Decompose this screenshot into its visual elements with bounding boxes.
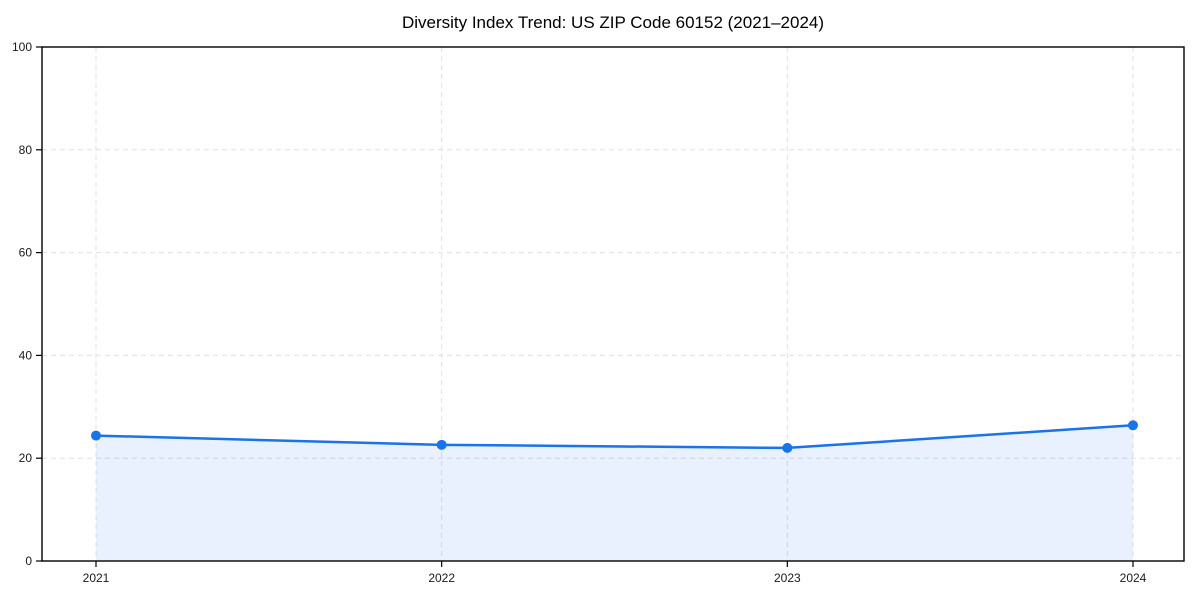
y-tick-label: 80 bbox=[19, 143, 33, 157]
y-tick-label: 60 bbox=[19, 246, 33, 260]
trend-line bbox=[94, 424, 1135, 450]
data-point-2023 bbox=[782, 442, 793, 453]
x-tick-label: 2021 bbox=[83, 571, 110, 585]
x-tick-label: 2024 bbox=[1120, 571, 1147, 585]
y-tick-label: 20 bbox=[19, 451, 33, 465]
y-tick-label: 0 bbox=[25, 554, 32, 568]
data-point-2024 bbox=[1128, 420, 1138, 431]
chart-title: Diversity Index Trend: US ZIP Code 60152… bbox=[401, 13, 825, 32]
y-tick-label: 40 bbox=[19, 348, 33, 362]
data-point-2021 bbox=[91, 430, 101, 441]
x-tick-label: 2023 bbox=[774, 571, 801, 585]
plot-border bbox=[41, 46, 1185, 562]
area-fill bbox=[96, 425, 1133, 561]
data-point-2022 bbox=[436, 439, 447, 450]
x-tick-label: 2022 bbox=[428, 571, 455, 585]
y-tick-label: 100 bbox=[12, 40, 32, 54]
